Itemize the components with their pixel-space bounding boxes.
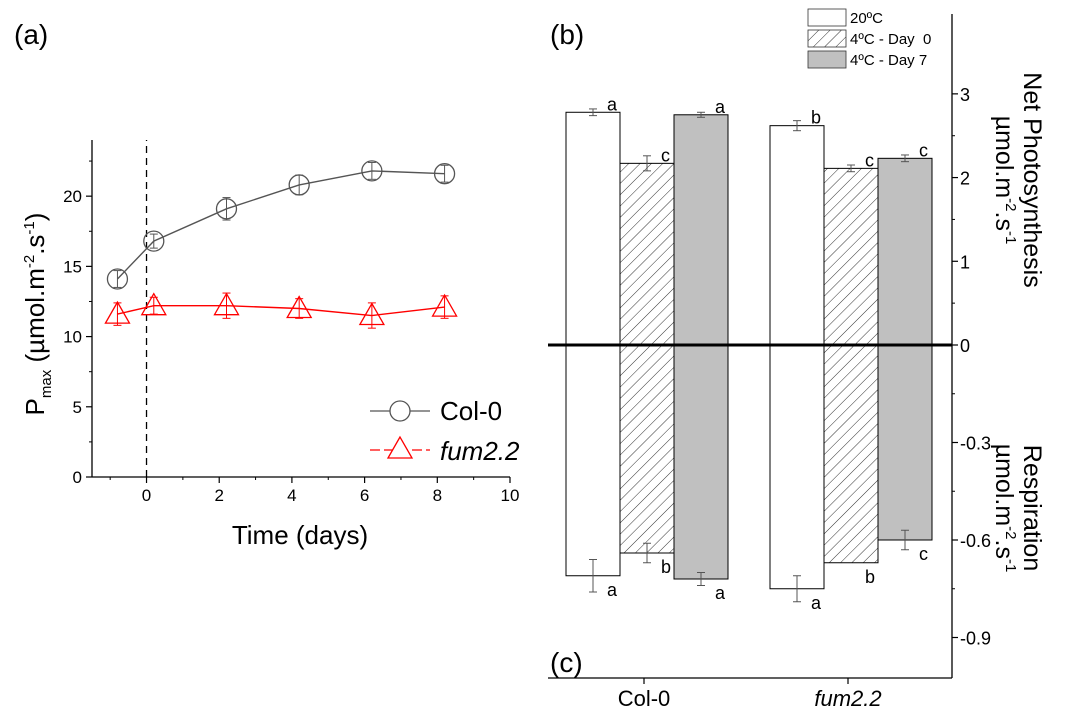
category-label: Col-0 [618,686,671,711]
upper-y-tick-label: 2 [960,169,970,189]
respiration-significance-letter: a [607,580,618,600]
legend-circle-marker [389,400,411,422]
legend-swatch-20c [807,8,847,27]
data-point-col0 [143,230,165,252]
legend-label-4c-day0: 4ºC - Day 0 [850,31,931,48]
photosynthesis-bar-4c-day7 [877,157,933,346]
net-photosynthesis-axis-title: Net Photosynthesis [1018,72,1046,287]
photosynthesis-bar-4c-day7 [673,114,729,346]
data-point-fum22 [358,302,385,326]
panel-a-y-tick-label: 15 [63,257,82,276]
respiration-significance-letter: a [715,583,726,603]
respiration-bar-20c [769,344,825,590]
data-point-fum22 [104,300,131,324]
panel-a-legend: Col-0 fum2.2 [370,396,520,466]
respiration-axis-unit: µmol.m-2.s-1 [990,444,1019,573]
legend-item-col0: Col-0 [370,396,502,426]
photosynthesis-significance-letter: a [607,94,618,114]
photosynthesis-significance-letter: a [715,97,726,117]
panel-a-plot: 0 2 4 6 8 10 0 5 10 15 20 [63,140,519,505]
lower-y-tick-label: -0.3 [960,434,991,454]
data-point-fum22 [213,292,240,316]
panel-b-legend: 20ºC 4ºC - Day 0 4ºC - Day 7 [807,8,931,69]
legend-item-4c-day7: 4ºC - Day 7 [807,50,927,69]
panel-a-y-tick-label: 5 [73,398,82,417]
panel-a-x-tick-label: 8 [433,486,442,505]
category-label: fum2.2 [814,686,881,711]
panel-a-label: (a) [14,19,48,50]
respiration-axis-title: Respiration [1018,445,1046,571]
upper-y-tick-label: 3 [960,85,970,105]
panel-a-x-tick-label: 4 [287,486,296,505]
series-line-fum22 [117,304,445,317]
panel-a-x-tick-label: 6 [360,486,369,505]
legend-label-4c-day7: 4ºC - Day 7 [850,52,927,69]
panel-a-x-tick-label: 2 [214,486,223,505]
legend-item-20c: 20ºC [807,8,883,27]
panel-bc-plot: Col-0 fum2.2 a a b a c b c b a a c c 0 1 2 3 -0.3 -0.6 -0.9 [548,14,991,711]
legend-item-fum22: fum2.2 [370,435,520,466]
photosynthesis-bar-20c [565,111,621,346]
panel-b-label: (b) [550,19,584,50]
photosynthesis-bar-4c-day0 [823,167,879,346]
data-point-col0 [215,198,238,220]
respiration-significance-letter: a [811,593,822,613]
panel-a-y-axis-title: Pmax (µmol.m-2.s-1) [20,213,55,416]
respiration-bar-4c-day7 [877,344,933,541]
photosynthesis-significance-letter: c [919,140,928,160]
legend-triangle-marker [386,435,414,459]
panel-a-x-axis-title: Time (days) [232,520,368,550]
respiration-significance-letter: b [661,557,671,577]
photosynthesis-bar-4c-day0 [619,162,675,346]
respiration-bar-4c-day0 [823,344,879,564]
legend-swatch-4c-day7 [807,50,847,69]
panel-a-x-tick-label: 10 [501,486,520,505]
photosynthesis-significance-letter: c [661,145,670,165]
legend-swatch-4c-day0 [807,29,847,48]
respiration-bar-4c-day7 [673,344,729,580]
legend-label-col0: Col-0 [440,396,502,426]
series-line-col0 [116,170,445,280]
data-point-fum22 [286,295,313,319]
respiration-significance-letter: c [919,544,928,564]
data-point-col0 [288,174,310,196]
panel-a-y-tick-label: 0 [73,468,82,487]
respiration-bar-4c-day0 [619,344,675,554]
photosynthesis-significance-letter: b [811,108,821,128]
lower-y-tick-label: -0.6 [960,531,991,551]
respiration-bar-20c [565,344,621,577]
respiration-significance-letter: b [865,567,875,587]
legend-label-20c: 20ºC [850,10,883,27]
lower-y-tick-label: -0.9 [960,629,991,649]
upper-y-tick-label: 1 [960,252,970,272]
data-point-fum22 [431,293,458,317]
photosynthesis-significance-letter: c [865,150,874,170]
upper-y-tick-label: 0 [960,336,970,356]
photosynthesis-bar-20c [769,125,825,346]
panel-a-x-tick-label: 0 [142,486,151,505]
panel-a-y-tick-label: 10 [63,328,82,347]
data-point-col0 [106,268,129,290]
net-photosynthesis-axis-unit: µmol.m-2.s-1 [990,116,1019,245]
panel-c-label: (c) [550,647,583,678]
data-point-col0 [361,160,383,182]
legend-label-fum22: fum2.2 [440,436,520,466]
data-point-col0 [433,163,456,185]
legend-item-4c-day0: 4ºC - Day 0 [807,29,931,48]
data-point-fum22 [140,292,167,316]
panel-a-y-tick-label: 20 [63,187,82,206]
